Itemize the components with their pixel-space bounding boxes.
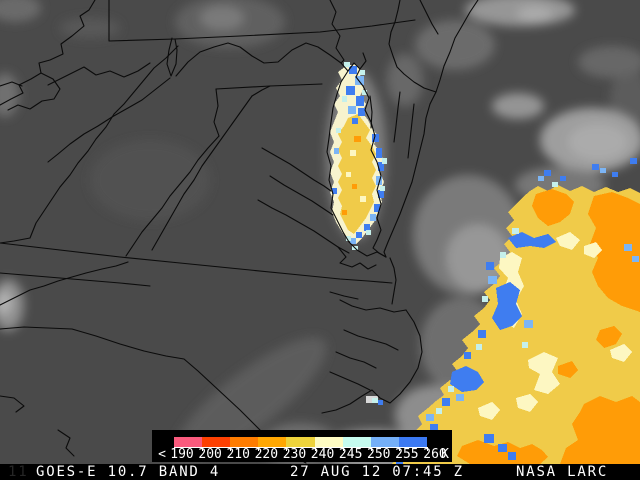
colorbar-segment-8 — [398, 437, 427, 447]
colorbar-tick-label: 240 — [310, 447, 335, 462]
cold-cloud-overlay-chesapeake — [330, 62, 387, 250]
colorbar-tick — [398, 447, 400, 451]
satellite-ir-map — [0, 0, 640, 464]
credit-label: NASA LARC — [516, 464, 609, 480]
colorbar-tick — [230, 447, 232, 451]
colorbar-tick-label: 210 — [226, 447, 250, 462]
frame-number: 11 — [8, 464, 29, 480]
colorbar-tick-label: 200 — [198, 447, 222, 462]
colorbar-tick-label: 255 — [395, 447, 419, 462]
colorbar-tick — [342, 447, 344, 451]
colorbar-tick-label: 245 — [338, 447, 363, 462]
timestamp-label: 27 AUG 12 07:45 Z — [290, 464, 464, 480]
colorbar-tick — [174, 447, 175, 451]
colorbar-segment-5 — [314, 437, 343, 447]
colorbar-segment-1 — [202, 437, 231, 447]
colorbar-segment-3 — [258, 437, 287, 447]
colorbar-tick-label: 220 — [254, 447, 279, 462]
colorbar-tick-label: 190 — [170, 447, 194, 462]
colorbar-tick — [286, 447, 288, 451]
colorbar-less-than-symbol: < — [158, 447, 166, 462]
colorbar-segment-2 — [230, 437, 259, 447]
colorbar-tick — [427, 447, 428, 451]
colorbar-tick — [370, 447, 372, 451]
cold-cloud-overlay-atlantic — [340, 158, 640, 464]
product-caption-bar: 11 GOES-E 10.7 BAND 4 27 AUG 12 07:45 Z … — [0, 464, 640, 480]
colorbar-unit-label: K — [441, 447, 449, 462]
colorbar-tick — [258, 447, 260, 451]
colorbar-tick — [202, 447, 204, 451]
colorbar-gradient — [174, 437, 427, 448]
colorbar-tick — [314, 447, 316, 451]
colorbar-segment-0 — [174, 437, 203, 447]
colorbar-tick-label: 250 — [367, 447, 391, 462]
colorbar-tick-label: 260 — [423, 447, 447, 462]
colorbar-tick-label: 230 — [282, 447, 307, 462]
colorbar-segment-6 — [342, 437, 371, 447]
colorbar-segment-4 — [286, 437, 315, 447]
colorbar-segment-7 — [370, 437, 399, 447]
product-label: GOES-E 10.7 BAND 4 — [36, 464, 221, 480]
temperature-colorbar: 190 200 210 220 230 240 245 250 255 260 < K — [152, 430, 452, 462]
